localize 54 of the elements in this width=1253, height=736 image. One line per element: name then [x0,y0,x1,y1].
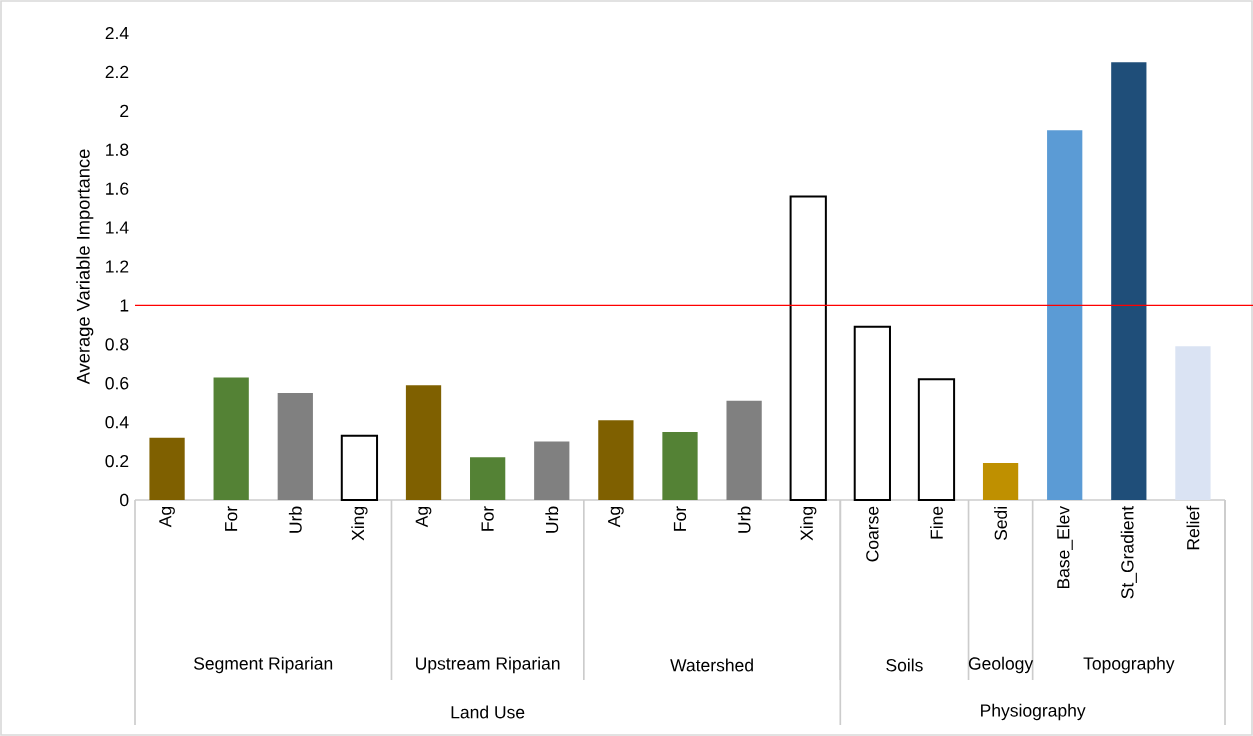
y-tick-label: 0.4 [105,415,129,429]
x-tick-label: Sedi [994,507,1008,541]
x-tick-label: For [225,506,238,531]
y-tick-label: 2.2 [105,65,129,79]
text: Upstream Riparian [416,656,560,674]
bar [405,385,442,500]
y-tick-label: 1.8 [106,143,129,156]
bar [598,420,634,500]
x-tick-label: Xing [351,507,368,541]
y-tick-label: 0.6 [105,377,129,390]
bar [470,457,506,500]
y-tick-label: 0.8 [105,338,129,351]
y-tick-label: 0.2 [105,454,129,468]
y-tick-label: 1 [120,299,129,312]
x-tick-label: Ag [415,507,432,528]
bar [534,441,570,500]
text: Segment Riparian [193,656,333,674]
x-tick-label: Urb [737,506,751,533]
x-tick-label: Base_Elev [1056,505,1073,589]
bar [982,463,1019,500]
text: Soils [886,658,923,672]
bar [149,437,185,500]
bar [853,325,891,501]
y-tick-label: 1.6 [106,182,129,195]
bar [213,377,249,500]
y-axis-title: Average Variable Importance [76,149,94,385]
bar [726,400,762,500]
y-tick-label: 1.4 [106,221,129,234]
x-tick-label: For [481,506,494,531]
x-tick-label: St_Gradient [1120,506,1137,599]
bar [1111,62,1147,500]
y-tick-label: 2 [120,104,129,117]
bar [662,431,698,500]
bar [1175,346,1211,500]
text: Topography [1083,656,1175,674]
text: Geology [968,656,1034,674]
x-tick-label: Relief [1186,505,1200,550]
y-tick-label: 2.4 [105,26,129,40]
bar [277,392,313,500]
bar [789,195,827,501]
x-tick-label: For [673,506,687,531]
y-tick-label: 1.2 [106,260,129,273]
text: Physiography [981,703,1086,721]
x-tick-label: Coarse [866,506,879,562]
bar [1047,130,1083,500]
x-tick-label: Fine [930,506,943,539]
x-tick-label: Xing [800,507,817,541]
x-tick-label: Ag [159,507,175,528]
y-tick-label: 0 [120,493,129,507]
text: Land Use [451,705,525,719]
x-tick-label: Urb [545,506,559,533]
x-tick-label: Urb [288,506,302,533]
text: Watershed [670,658,753,672]
x-tick-label: Ag [608,507,624,528]
